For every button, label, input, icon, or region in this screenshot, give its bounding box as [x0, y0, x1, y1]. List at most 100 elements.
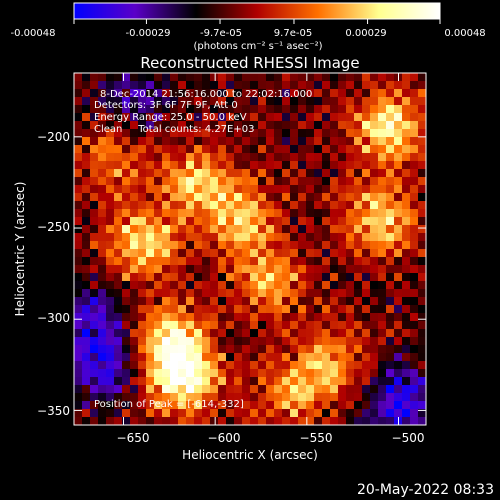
heatmap-cell — [410, 161, 419, 170]
heatmap-cell — [290, 153, 299, 162]
heatmap-cell — [178, 417, 187, 425]
heatmap-cell — [218, 161, 227, 170]
heatmap-cell — [378, 81, 387, 90]
heatmap-cell — [394, 153, 403, 162]
heatmap-cell — [250, 137, 259, 146]
heatmap-cell — [274, 97, 283, 106]
heatmap-cell — [146, 281, 155, 290]
heatmap-cell — [90, 345, 99, 354]
heatmap-cell — [82, 81, 91, 90]
heatmap-cell — [234, 73, 243, 82]
heatmap-cell — [282, 121, 291, 130]
heatmap-cell — [114, 89, 123, 98]
heatmap-cell — [130, 177, 139, 186]
heatmap-cell — [146, 177, 155, 186]
heatmap-cell — [170, 209, 179, 218]
heatmap-cell — [186, 353, 195, 362]
heatmap-cell — [394, 169, 403, 178]
heatmap-cell — [394, 329, 403, 338]
heatmap-cell — [290, 297, 299, 306]
heatmap-cell — [378, 353, 387, 362]
colorbar: -0.00048 -0.00029 -9.7e-05 9.7e-05 0.000… — [11, 2, 486, 52]
heatmap-cell — [378, 217, 387, 226]
heatmap-cell — [314, 321, 323, 330]
heatmap-cell — [290, 121, 299, 130]
heatmap-cell — [418, 113, 426, 122]
heatmap-cell — [90, 265, 99, 274]
heatmap-cell — [362, 89, 371, 98]
heatmap-cell — [218, 385, 227, 394]
heatmap-cell — [202, 273, 211, 282]
heatmap-cell — [90, 121, 99, 130]
heatmap-cell — [362, 241, 371, 250]
heatmap-cell — [106, 137, 115, 146]
heatmap-cell — [226, 417, 235, 425]
heatmap-cell — [266, 321, 275, 330]
heatmap-cell — [378, 201, 387, 210]
heatmap-cell — [370, 169, 379, 178]
heatmap-cell — [82, 177, 91, 186]
heatmap-cell — [394, 209, 403, 218]
heatmap-cell — [282, 209, 291, 218]
heatmap-cell — [186, 273, 195, 282]
heatmap-cell — [74, 249, 83, 258]
heatmap-cell — [266, 297, 275, 306]
heatmap-cell — [410, 329, 419, 338]
heatmap-cell — [298, 185, 307, 194]
heatmap-cell — [330, 105, 339, 114]
heatmap-cell — [74, 337, 83, 346]
heatmap-cell — [114, 137, 123, 146]
heatmap-cell — [138, 145, 147, 154]
heatmap-cell — [378, 89, 387, 98]
heatmap-cell — [154, 145, 163, 154]
heatmap-cell — [178, 225, 187, 234]
heatmap-cell — [130, 329, 139, 338]
heatmap-cell — [162, 369, 171, 378]
heatmap-cell — [114, 217, 123, 226]
heatmap-cell — [386, 409, 395, 418]
heatmap-cell — [74, 273, 83, 282]
heatmap-cell — [146, 393, 155, 402]
heatmap-cell — [210, 193, 219, 202]
heatmap-cell — [322, 265, 331, 274]
heatmap-cell — [386, 313, 395, 322]
heatmap-cell — [234, 321, 243, 330]
heatmap-cell — [338, 73, 347, 82]
heatmap-cell — [298, 249, 307, 258]
heatmap-cell — [90, 361, 99, 370]
heatmap-cell — [90, 393, 99, 402]
heatmap-cell — [250, 249, 259, 258]
heatmap-cell — [122, 177, 131, 186]
heatmap-cell — [274, 393, 283, 402]
heatmap-cell — [314, 201, 323, 210]
heatmap-cell — [370, 345, 379, 354]
heatmap-cell — [266, 353, 275, 362]
heatmap-cell — [394, 225, 403, 234]
heatmap-cell — [218, 345, 227, 354]
heatmap-cell — [338, 137, 347, 146]
heatmap-cell — [362, 313, 371, 322]
heatmap-cell — [138, 249, 147, 258]
heatmap-cell — [122, 257, 131, 266]
heatmap-cell — [282, 153, 291, 162]
heatmap-cell — [330, 89, 339, 98]
heatmap-cell — [266, 217, 275, 226]
heatmap-cell — [282, 257, 291, 266]
heatmap-cell — [82, 273, 91, 282]
heatmap-cell — [290, 89, 299, 98]
heatmap-cell — [266, 345, 275, 354]
heatmap-cell — [170, 377, 179, 386]
heatmap-cell — [218, 177, 227, 186]
heatmap-cell — [90, 209, 99, 218]
heatmap-cell — [170, 353, 179, 362]
heatmap-cell — [346, 353, 355, 362]
heatmap-cell — [178, 193, 187, 202]
heatmap-cell — [258, 121, 267, 130]
heatmap-cell — [138, 273, 147, 282]
heatmap-cell — [274, 385, 283, 394]
heatmap-cell — [186, 185, 195, 194]
heatmap-cell — [130, 313, 139, 322]
heatmap-cell — [98, 385, 107, 394]
heatmap-cell — [282, 193, 291, 202]
heatmap-cell — [114, 313, 123, 322]
